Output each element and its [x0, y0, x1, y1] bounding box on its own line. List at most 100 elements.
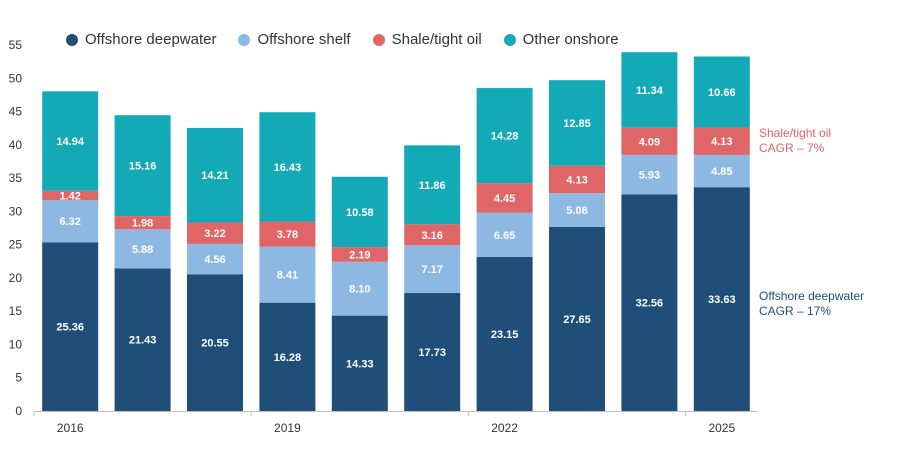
bar-stack: 32.56 5.93 4.09 11.34 [621, 52, 678, 411]
data-label: 5.88 [132, 244, 153, 256]
bar-segment [549, 165, 605, 194]
data-label: 2.19 [349, 249, 370, 261]
data-label: 7.17 [421, 264, 442, 276]
bar-segment [476, 183, 533, 213]
bar-segment [259, 112, 316, 222]
bar-segment [693, 127, 750, 155]
data-label: 8.41 [277, 270, 298, 282]
data-label: 10.66 [708, 87, 736, 99]
legend-item-offshore-shelf: Offshore shelf [238, 31, 351, 48]
y-axis: 0 5 10 15 20 25 30 35 40 45 50 55 [9, 38, 23, 418]
data-label: 4.13 [711, 136, 732, 148]
data-label: 14.94 [56, 136, 84, 148]
x-tick-label: 2019 [274, 421, 301, 435]
bar-segment [42, 242, 99, 411]
legend-item-other-onshore: Other onshore [503, 31, 619, 48]
legend-swatch-offshore-shelf [238, 33, 251, 46]
x-tick-label: 2025 [708, 421, 735, 435]
y-tick-label: 40 [9, 138, 23, 152]
y-tick-label: 25 [9, 238, 23, 252]
bar-segment [114, 115, 171, 217]
y-tick-label: 50 [9, 71, 23, 85]
data-label: 20.55 [201, 338, 229, 350]
bar-segment [114, 268, 171, 411]
bar-segment [404, 145, 461, 225]
data-label: 32.56 [636, 298, 664, 310]
bar-segment [693, 187, 750, 411]
legend-label-offshore-shelf: Offshore shelf [257, 31, 351, 48]
data-label: 14.21 [201, 170, 229, 182]
bar-segment [42, 200, 99, 243]
y-tick-label: 45 [9, 105, 23, 119]
bar-stack: 23.15 6.65 4.45 14.28 [476, 88, 533, 411]
y-tick-label: 35 [9, 171, 23, 185]
bar-segment [549, 80, 605, 166]
data-label: 4.56 [204, 254, 225, 266]
data-label: 5.08 [566, 205, 587, 217]
bar-stack: 20.55 4.56 3.22 14.21 [187, 127, 243, 411]
data-label: 6.65 [494, 230, 515, 242]
bar-segment [187, 274, 243, 411]
bar-stack: 25.36 6.32 1.42 14.94 [42, 91, 99, 411]
bar-segment [404, 245, 461, 294]
legend-swatch-offshore-deepwater [66, 33, 78, 46]
y-tick-label: 20 [9, 271, 23, 285]
annotation-shale-line2: CAGR – 7% [759, 141, 825, 155]
x-axis: 2016 2019 2022 2025 [33, 411, 758, 435]
bar-segment [621, 52, 678, 128]
data-label: 1.42 [59, 190, 80, 202]
bar-segment [404, 224, 461, 246]
bar-segment [621, 194, 678, 411]
bar-segment [259, 302, 316, 411]
legend-item-shale-tight-oil: Shale/tight oil [372, 31, 482, 48]
legend: Offshore deepwater Offshore shelf Shale/… [66, 31, 619, 48]
bar-segment [331, 315, 388, 411]
bar-segment [476, 256, 533, 411]
bar-segment [621, 127, 678, 155]
bar-segment [476, 212, 533, 257]
data-label: 11.34 [636, 85, 664, 97]
legend-swatch-other-onshore [503, 33, 516, 46]
bar-segment [42, 190, 99, 201]
annotation-deepwater-line1: Offshore deepwater [759, 289, 865, 303]
data-label: 1.98 [132, 218, 153, 230]
data-label: 4.09 [639, 136, 660, 148]
bar-segment [331, 261, 388, 316]
data-label: 33.63 [708, 294, 736, 306]
data-label: 14.33 [346, 358, 374, 370]
bar-stack: 27.65 5.08 4.13 12.85 [549, 80, 605, 411]
bar-stack: 33.63 4.85 4.13 10.66 [693, 56, 750, 411]
data-label: 3.78 [277, 229, 298, 241]
bar-segment [549, 193, 605, 228]
bar-stack: 14.33 8.10 2.19 10.58 [331, 176, 388, 411]
data-label: 12.85 [563, 118, 591, 130]
bar-segment [476, 88, 533, 184]
data-label: 16.28 [274, 352, 302, 364]
data-label: 23.15 [491, 329, 519, 341]
bar-segment [404, 293, 461, 411]
bars: 25.36 6.32 1.42 14.94 21.43 5.88 1.98 15.16 20.5… [42, 52, 750, 411]
bar-segment [187, 243, 243, 275]
y-tick-label: 10 [9, 337, 23, 351]
data-label: 4.45 [494, 193, 515, 205]
y-tick-label: 5 [15, 371, 22, 385]
data-label: 6.32 [59, 216, 80, 228]
bar-segment [114, 229, 171, 269]
legend-label-other-onshore: Other onshore [522, 31, 619, 48]
bar-segment [114, 216, 171, 230]
data-label: 27.65 [563, 314, 591, 326]
legend-label-offshore-deepwater: Offshore deepwater [85, 31, 217, 48]
data-label: 10.58 [346, 207, 374, 219]
data-label: 8.10 [349, 284, 370, 296]
bar-stack: 21.43 5.88 1.98 15.16 [114, 115, 171, 411]
legend-swatch-shale-tight-oil [372, 33, 385, 46]
y-tick-label: 15 [9, 304, 23, 318]
data-label: 16.43 [274, 162, 302, 174]
data-label: 5.93 [639, 170, 660, 182]
bar-segment [693, 56, 750, 128]
bar-segment [693, 154, 750, 188]
data-label: 3.16 [421, 230, 442, 242]
x-tick-label: 2016 [57, 421, 84, 435]
bar-segment [621, 154, 678, 195]
